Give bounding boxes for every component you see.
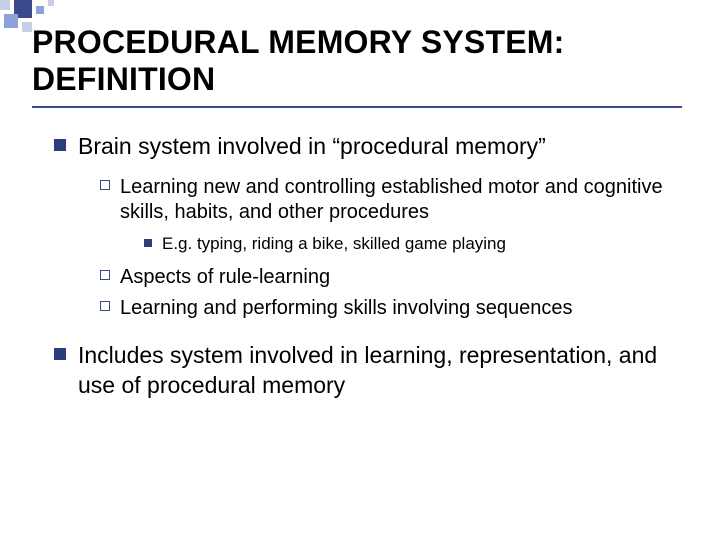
level3-list: E.g. typing, riding a bike, skilled game…	[144, 233, 684, 255]
level1-text: Includes system involved in learning, re…	[78, 341, 684, 400]
level2-text: Learning new and controlling established…	[120, 175, 684, 225]
level2-text: Learning and performing skills involving…	[120, 296, 684, 321]
level2-list: Learning new and controlling established…	[100, 175, 684, 321]
hollow-square-bullet-icon	[100, 301, 110, 311]
title-rule	[32, 106, 682, 108]
slide-content: PROCEDURAL MEMORY SYSTEM: DEFINITION Bra…	[0, 0, 720, 540]
level1-item: Brain system involved in “procedural mem…	[54, 132, 684, 322]
level2-text: Aspects of rule-learning	[120, 265, 684, 290]
level2-item: Learning new and controlling established…	[100, 175, 684, 255]
level1-text: Brain system involved in “procedural mem…	[78, 132, 684, 161]
bullet-list: Brain system involved in “procedural mem…	[32, 132, 684, 400]
small-square-bullet-icon	[144, 239, 152, 247]
hollow-square-bullet-icon	[100, 180, 110, 190]
slide-title: PROCEDURAL MEMORY SYSTEM: DEFINITION	[32, 24, 684, 98]
square-bullet-icon	[54, 348, 66, 360]
square-bullet-icon	[54, 139, 66, 151]
level1-item: Includes system involved in learning, re…	[54, 341, 684, 400]
level2-item: Learning and performing skills involving…	[100, 296, 684, 321]
level3-item: E.g. typing, riding a bike, skilled game…	[144, 233, 684, 255]
hollow-square-bullet-icon	[100, 270, 110, 280]
level3-text: E.g. typing, riding a bike, skilled game…	[162, 233, 684, 255]
level2-item: Aspects of rule-learning	[100, 265, 684, 290]
